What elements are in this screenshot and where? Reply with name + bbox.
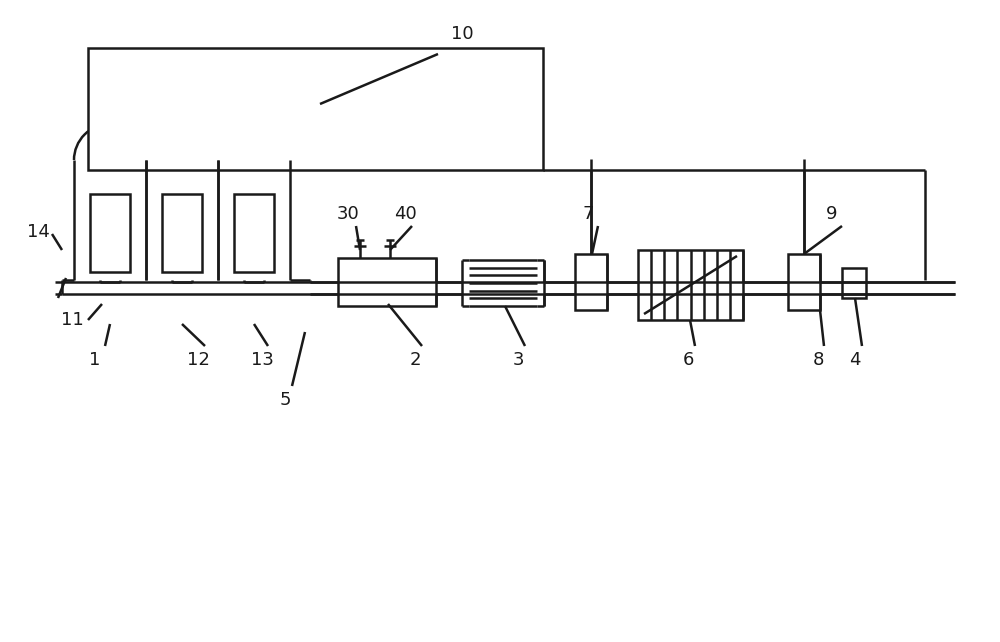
Text: 10: 10 (451, 25, 473, 43)
Text: 9: 9 (826, 205, 838, 223)
Bar (638, 250, 743, 320)
Text: 40: 40 (394, 205, 416, 223)
Text: 11: 11 (61, 311, 83, 329)
Text: 30: 30 (337, 205, 359, 223)
Text: 14: 14 (27, 223, 49, 241)
Text: 2: 2 (409, 351, 421, 369)
Text: 4: 4 (849, 351, 861, 369)
Text: 6: 6 (682, 351, 694, 369)
Text: 1: 1 (89, 351, 101, 369)
Bar (788, 254, 820, 310)
Bar (88, 48, 543, 170)
Text: 12: 12 (187, 351, 209, 369)
Text: 7: 7 (582, 205, 594, 223)
Text: 8: 8 (812, 351, 824, 369)
Bar (575, 254, 607, 310)
Bar (90, 194, 130, 272)
Text: 13: 13 (251, 351, 273, 369)
Bar (338, 258, 436, 306)
Bar (162, 194, 202, 272)
Text: 3: 3 (512, 351, 524, 369)
Bar (842, 268, 866, 298)
Text: 5: 5 (279, 391, 291, 409)
Bar (234, 194, 274, 272)
